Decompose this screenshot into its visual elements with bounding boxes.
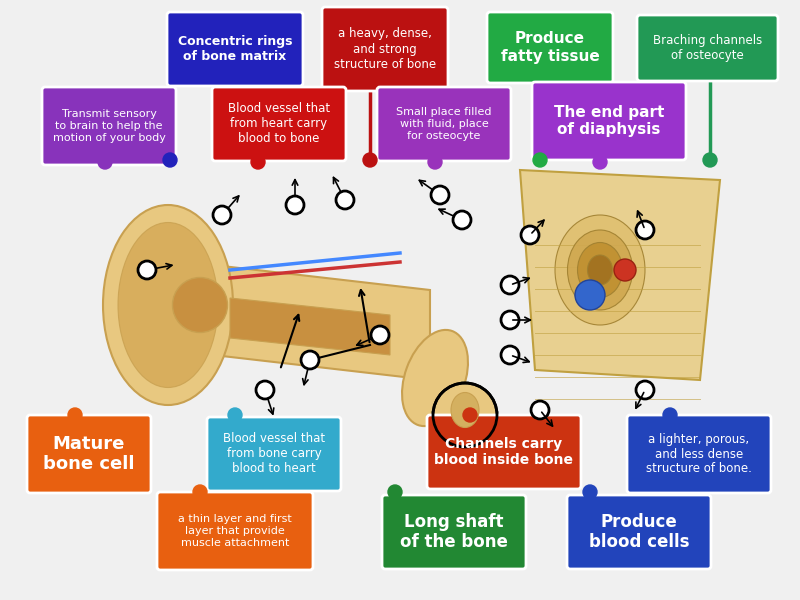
Text: Mature
bone cell: Mature bone cell [43,434,134,473]
Text: Produce
fatty tissue: Produce fatty tissue [501,31,599,64]
Circle shape [256,381,274,399]
Text: Produce
blood cells: Produce blood cells [589,512,690,551]
Circle shape [663,408,677,422]
Text: a heavy, dense,
and strong
structure of bone: a heavy, dense, and strong structure of … [334,28,436,70]
FancyBboxPatch shape [532,82,686,160]
FancyBboxPatch shape [212,87,346,161]
Text: The end part
of diaphysis: The end part of diaphysis [554,105,664,137]
FancyBboxPatch shape [207,417,341,491]
Ellipse shape [402,330,468,426]
Circle shape [336,191,354,209]
Circle shape [213,206,231,224]
Text: Channels carry
blood inside bone: Channels carry blood inside bone [434,437,574,467]
Ellipse shape [567,230,633,310]
Circle shape [138,261,156,279]
Text: Small place filled
with fluid, place
for osteocyte: Small place filled with fluid, place for… [396,107,492,140]
Circle shape [163,153,177,167]
FancyBboxPatch shape [567,495,711,569]
Circle shape [636,381,654,399]
Circle shape [453,211,471,229]
Circle shape [301,351,319,369]
FancyBboxPatch shape [42,87,176,165]
Text: a thin layer and first
layer that provide
muscle attachment: a thin layer and first layer that provid… [178,514,292,548]
Circle shape [363,153,377,167]
Ellipse shape [587,255,613,285]
Circle shape [193,485,207,499]
Circle shape [431,186,449,204]
FancyBboxPatch shape [167,12,303,86]
Ellipse shape [578,242,622,298]
Circle shape [463,408,477,422]
Circle shape [98,155,112,169]
Circle shape [228,408,242,422]
Ellipse shape [614,259,636,281]
Text: a lighter, porous,
and less dense
structure of bone.: a lighter, porous, and less dense struct… [646,433,752,475]
FancyBboxPatch shape [382,495,526,569]
FancyBboxPatch shape [27,415,151,493]
Circle shape [501,311,519,329]
Text: Blood vessel that
from heart carry
blood to bone: Blood vessel that from heart carry blood… [228,103,330,145]
Circle shape [388,485,402,499]
Ellipse shape [575,280,605,310]
Circle shape [521,226,539,244]
FancyBboxPatch shape [322,7,448,91]
Circle shape [286,196,304,214]
Polygon shape [230,298,390,355]
FancyBboxPatch shape [627,415,771,493]
Ellipse shape [173,277,227,332]
Circle shape [371,326,389,344]
Ellipse shape [118,223,218,388]
Text: Concentric rings
of bone matrix: Concentric rings of bone matrix [178,35,292,63]
FancyBboxPatch shape [427,415,581,489]
Polygon shape [170,260,430,380]
Text: Blood vessel that
from bone carry
blood to heart: Blood vessel that from bone carry blood … [223,433,325,475]
Circle shape [531,401,549,419]
Circle shape [501,276,519,294]
Ellipse shape [103,205,233,405]
Text: Transmit sensory
to brain to help the
motion of your body: Transmit sensory to brain to help the mo… [53,109,166,143]
Circle shape [428,155,442,169]
Ellipse shape [555,215,645,325]
Circle shape [583,485,597,499]
Circle shape [68,408,82,422]
Circle shape [636,221,654,239]
Circle shape [433,383,497,447]
Polygon shape [520,170,720,380]
FancyBboxPatch shape [637,15,778,81]
Circle shape [533,153,547,167]
Text: Braching channels
of osteocyte: Braching channels of osteocyte [653,34,762,62]
FancyBboxPatch shape [487,12,613,83]
Circle shape [251,155,265,169]
FancyBboxPatch shape [377,87,511,161]
Circle shape [593,155,607,169]
Circle shape [703,153,717,167]
FancyBboxPatch shape [157,492,313,570]
Ellipse shape [451,392,479,427]
Circle shape [501,346,519,364]
Text: Long shaft
of the bone: Long shaft of the bone [400,512,508,551]
